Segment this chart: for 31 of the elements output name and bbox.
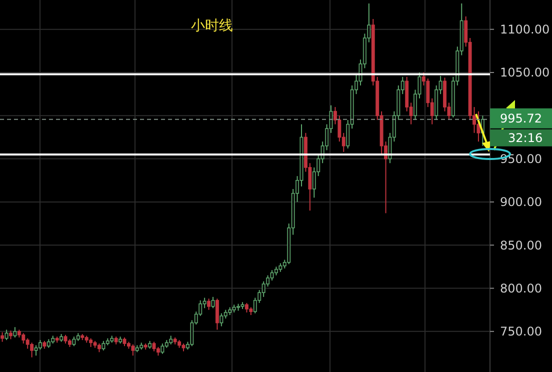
candlestick [0, 332, 4, 342]
candlestick [244, 302, 248, 313]
candlestick [131, 344, 135, 356]
candlestick [160, 343, 164, 354]
y-tick-label: 850.00 [500, 238, 542, 252]
candlestick [26, 338, 30, 350]
text: 小时线 [191, 18, 233, 34]
y-tick-label: 1100.00 [500, 22, 550, 37]
y-tick-label: 900.00 [500, 195, 542, 210]
y-tick-label: 1050.00 [500, 66, 550, 80]
candlestick [215, 298, 219, 330]
y-tick-label: 800.00 [500, 281, 542, 296]
candlestick [102, 340, 106, 351]
ref-line-label: 995.72 [500, 112, 542, 126]
text: 32:16 [508, 131, 543, 146]
candlestick [220, 312, 224, 327]
candlestick [207, 298, 211, 310]
candlestick [72, 336, 76, 347]
candlestick [30, 342, 34, 358]
candlestick [13, 326, 17, 338]
candlestick [38, 340, 42, 350]
candlestick [476, 110, 480, 142]
candlestick [211, 296, 215, 309]
candlestick [22, 332, 26, 344]
y-tick-label: 750.00 [500, 324, 542, 339]
y-tick-label: 950.00 [500, 152, 542, 166]
candlestick [270, 270, 274, 282]
candlestick [4, 329, 8, 341]
candlestick [152, 341, 156, 352]
candlestick [262, 280, 266, 298]
candlestick [338, 115, 342, 142]
